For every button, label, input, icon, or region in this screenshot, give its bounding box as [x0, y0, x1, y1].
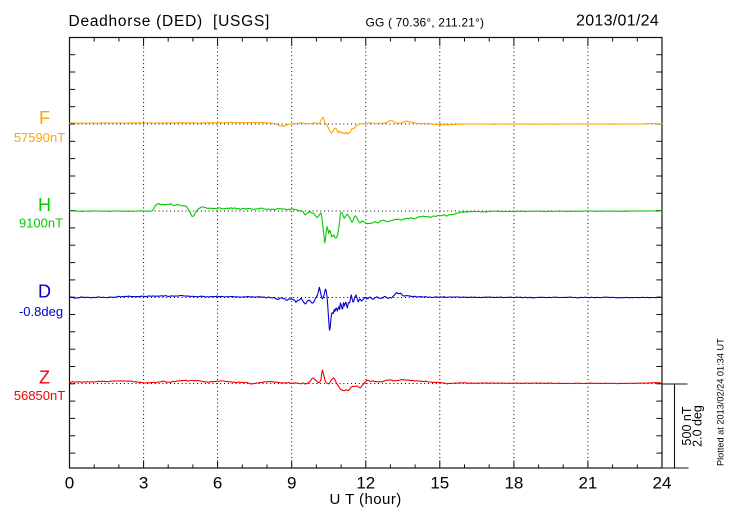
svg-text:500 nT: 500 nT — [680, 406, 694, 445]
svg-text:24: 24 — [653, 474, 672, 493]
svg-text:21: 21 — [578, 474, 597, 493]
svg-text:9: 9 — [287, 474, 296, 493]
svg-text:3: 3 — [139, 474, 148, 493]
svg-text:2013/01/24: 2013/01/24 — [576, 13, 659, 30]
svg-text:F: F — [39, 108, 50, 128]
svg-text:9100nT: 9100nT — [19, 216, 63, 231]
svg-text:56850nT: 56850nT — [14, 388, 65, 403]
svg-text:U T (hour): U T (hour) — [329, 491, 401, 508]
svg-text:Plotted at 2013/02/24 01:34 UT: Plotted at 2013/02/24 01:34 UT — [716, 338, 726, 466]
svg-text:GG ( 70.36°, 211.21°): GG ( 70.36°, 211.21°) — [366, 16, 485, 30]
svg-text:-0.8deg: -0.8deg — [19, 304, 63, 319]
svg-text:2.0 deg: 2.0 deg — [691, 405, 705, 447]
svg-text:0: 0 — [65, 474, 74, 493]
svg-text:Z: Z — [39, 368, 50, 388]
svg-text:6: 6 — [213, 474, 222, 493]
svg-text:H: H — [38, 195, 51, 215]
svg-text:15: 15 — [430, 474, 449, 493]
svg-text:12: 12 — [356, 474, 375, 493]
svg-text:18: 18 — [504, 474, 523, 493]
svg-text:Deadhorse (DED) [USGS]: Deadhorse (DED) [USGS] — [69, 13, 271, 30]
svg-text:57590nT: 57590nT — [14, 130, 65, 145]
svg-text:D: D — [38, 282, 51, 302]
